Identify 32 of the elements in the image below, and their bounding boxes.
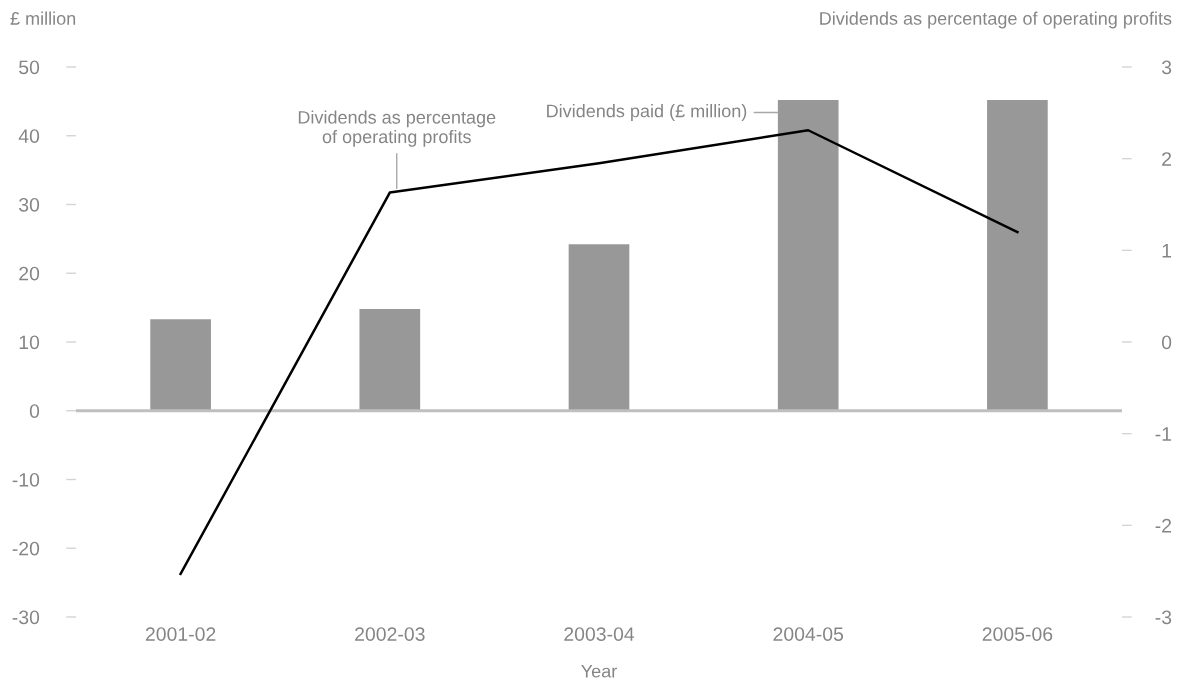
- x-tick-label: 2003-04: [564, 627, 635, 641]
- legend-label: Dividends paid (£ million): [547, 104, 747, 121]
- line-series: [179, 129, 1019, 576]
- y2-tick-label: 0: [1161, 335, 1172, 350]
- y2-tick-label: 2: [1162, 152, 1172, 166]
- series-label: Dividends as percentage of operating profits: [298, 110, 496, 147]
- y-tick-label: 50: [19, 60, 40, 75]
- bar: [568, 244, 630, 411]
- bar: [777, 100, 839, 411]
- y-tick-label: 40: [18, 129, 40, 143]
- y2-axis-title: Dividends as percentage of operating profits: [820, 11, 1172, 29]
- x-axis-title: Year: [581, 664, 617, 678]
- x-tick-label: 2001-02: [145, 627, 216, 641]
- y2-tick-label: 1: [1162, 244, 1172, 258]
- y-tick-label: -20: [12, 541, 40, 556]
- y2-tick-label: -3: [1155, 610, 1172, 625]
- y-tick-label: 20: [19, 266, 40, 281]
- y-tick-label: -10: [12, 472, 40, 487]
- y2-tick-label: 3: [1161, 60, 1172, 75]
- bar: [359, 309, 421, 411]
- x-tick-label: 2005-06: [982, 627, 1053, 641]
- y2-tick-label: -1: [1155, 427, 1172, 441]
- y-axis-title: £ million: [10, 11, 76, 25]
- y-tick-label: 10: [19, 335, 40, 350]
- x-tick-label: 2002-03: [355, 627, 425, 641]
- y2-tick-label: -2: [1155, 518, 1172, 533]
- y-tick-label: -30: [12, 610, 40, 625]
- y-tick-label: 0: [29, 404, 40, 418]
- y-tick-label: 30: [19, 197, 40, 212]
- bar: [150, 319, 211, 411]
- bar: [987, 100, 1048, 411]
- x-tick-label: 2004-05: [773, 627, 844, 641]
